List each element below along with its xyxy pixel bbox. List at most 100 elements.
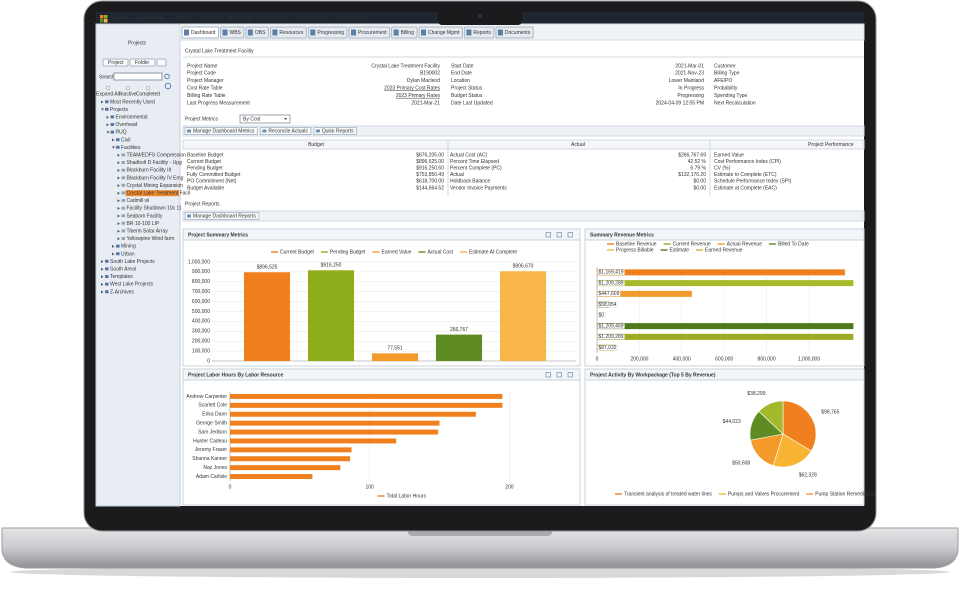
tab[interactable]: WBS bbox=[219, 26, 245, 39]
nav-item[interactable]: Projects bbox=[201, 15, 220, 21]
filter-radio[interactable] bbox=[145, 85, 151, 91]
panel-action[interactable] bbox=[556, 232, 562, 238]
tree-item[interactable]: Crystal Lake Treatment Facil bbox=[127, 191, 191, 197]
panel-action[interactable] bbox=[567, 232, 573, 238]
tree-item[interactable]: Facility Shutdown 10c 11 bbox=[127, 206, 182, 212]
tree-item[interactable]: Overhead bbox=[116, 122, 138, 128]
tree-item[interactable]: South Lake Projects bbox=[110, 259, 155, 265]
filter-radio[interactable] bbox=[125, 85, 131, 91]
tree-item[interactable]: Civil bbox=[121, 137, 130, 143]
toolbar-button[interactable] bbox=[313, 127, 358, 135]
tree-item[interactable]: Most Recently Used bbox=[110, 99, 155, 105]
tree-item[interactable]: Seaborn Facility bbox=[127, 213, 163, 219]
expander[interactable] bbox=[117, 168, 120, 172]
tree-item[interactable]: South Areal bbox=[110, 267, 136, 273]
tree-item[interactable]: Mining bbox=[121, 244, 136, 250]
icon-button[interactable] bbox=[156, 58, 167, 67]
panel-action[interactable] bbox=[567, 372, 573, 378]
tree-item[interactable]: Templates bbox=[110, 274, 133, 280]
tree-item[interactable]: Blackburn Facility III bbox=[127, 168, 172, 174]
tree-item[interactable]: West Lake Projects bbox=[110, 282, 153, 288]
tab[interactable]: Change Mgmt bbox=[418, 26, 463, 39]
expander[interactable] bbox=[117, 176, 120, 180]
detail-value[interactable]: 2023 Primary Cost Rates bbox=[384, 86, 440, 92]
tree-item[interactable]: Crystal Mining Expansion bbox=[127, 183, 184, 189]
expander[interactable] bbox=[101, 290, 104, 294]
tab-box[interactable] bbox=[307, 26, 348, 39]
toolbar-button[interactable] bbox=[184, 212, 260, 220]
nav-item[interactable]: Reports bbox=[174, 15, 192, 21]
expander[interactable] bbox=[117, 222, 120, 226]
tree-item[interactable]: RUQ bbox=[116, 130, 127, 136]
expander[interactable] bbox=[101, 275, 104, 279]
expander[interactable] bbox=[117, 206, 120, 210]
tree-item[interactable]: TEAM/EDFS Compression bbox=[127, 153, 187, 159]
tree-item[interactable]: Z-Archives bbox=[110, 289, 134, 295]
tree-item[interactable]: Blackburn Facility IV Emg bbox=[127, 175, 184, 181]
expander[interactable] bbox=[117, 229, 120, 233]
tree-item[interactable]: Shadbolt D Facility - Upg bbox=[127, 160, 183, 166]
nav-item[interactable]: Timesheets bbox=[138, 15, 164, 21]
expander[interactable] bbox=[112, 138, 115, 142]
panel-action[interactable] bbox=[556, 372, 562, 378]
tree-item[interactable]: Environmental bbox=[116, 115, 148, 121]
expander[interactable] bbox=[101, 282, 104, 286]
tab[interactable]: Resources bbox=[269, 26, 307, 39]
tree-item[interactable]: Tiberin Solar Array bbox=[127, 229, 169, 235]
tab[interactable]: Reports bbox=[463, 26, 495, 39]
expander[interactable] bbox=[117, 153, 120, 157]
nav-item[interactable]: Jobsite bbox=[112, 15, 128, 21]
expander[interactable] bbox=[117, 191, 120, 195]
tree-item[interactable]: Projects bbox=[110, 107, 129, 113]
nav-item[interactable]: Approvals bbox=[229, 15, 252, 21]
tab-box[interactable] bbox=[181, 26, 219, 39]
sidebar-button[interactable] bbox=[129, 58, 156, 67]
tree-item[interactable]: Yellowpine Wind farm bbox=[127, 236, 175, 242]
tab[interactable]: Dashboard bbox=[181, 26, 219, 39]
mode-select[interactable] bbox=[239, 114, 291, 124]
expander[interactable] bbox=[112, 252, 115, 256]
expander[interactable] bbox=[112, 244, 115, 248]
nav-item[interactable]: Configuration bbox=[297, 15, 327, 21]
expander[interactable] bbox=[112, 146, 115, 149]
tab[interactable]: Documents bbox=[495, 26, 534, 39]
expander[interactable] bbox=[101, 260, 104, 264]
toolbar-button[interactable] bbox=[184, 127, 258, 135]
expander[interactable] bbox=[117, 237, 120, 241]
refresh-icon[interactable] bbox=[164, 82, 172, 90]
expander[interactable] bbox=[101, 267, 104, 271]
expander[interactable] bbox=[101, 100, 104, 104]
filter-radio[interactable] bbox=[105, 85, 111, 91]
expander[interactable] bbox=[117, 199, 120, 203]
expander[interactable] bbox=[117, 161, 120, 165]
tab-box[interactable] bbox=[269, 26, 307, 39]
tab[interactable]: Progressing bbox=[307, 26, 348, 39]
expander[interactable] bbox=[101, 108, 104, 111]
nav-item[interactable]: Administration bbox=[336, 15, 368, 21]
tab-box[interactable] bbox=[348, 26, 391, 39]
panel-action[interactable] bbox=[545, 372, 551, 378]
tab[interactable]: OBS bbox=[245, 26, 269, 39]
tab-box[interactable] bbox=[463, 26, 495, 39]
search-icon[interactable] bbox=[164, 73, 170, 80]
tab-box[interactable] bbox=[418, 26, 463, 39]
data-label-bg bbox=[597, 291, 621, 297]
nav-item[interactable]: Documents bbox=[261, 15, 287, 21]
expander[interactable] bbox=[106, 115, 109, 119]
tree-item[interactable]: Facilities bbox=[121, 145, 141, 151]
detail-value[interactable]: 2023 Primary Rates bbox=[396, 93, 441, 99]
tab-box[interactable] bbox=[495, 26, 534, 39]
search-box[interactable] bbox=[113, 72, 163, 81]
tree-item[interactable]: Urban bbox=[121, 251, 135, 257]
expander[interactable] bbox=[117, 214, 120, 218]
toolbar-button[interactable] bbox=[259, 127, 312, 135]
expander[interactable] bbox=[106, 123, 109, 127]
tree-item[interactable]: BR 10-100 LIP bbox=[127, 221, 160, 227]
sidebar-button[interactable] bbox=[102, 58, 129, 67]
tree-item[interactable]: Cadmill vii bbox=[127, 198, 150, 204]
tab[interactable]: Procurement bbox=[348, 26, 391, 39]
expander[interactable] bbox=[117, 184, 120, 188]
tab[interactable]: Billing bbox=[391, 26, 418, 39]
expander[interactable] bbox=[106, 131, 110, 134]
panel-action[interactable] bbox=[545, 232, 551, 238]
